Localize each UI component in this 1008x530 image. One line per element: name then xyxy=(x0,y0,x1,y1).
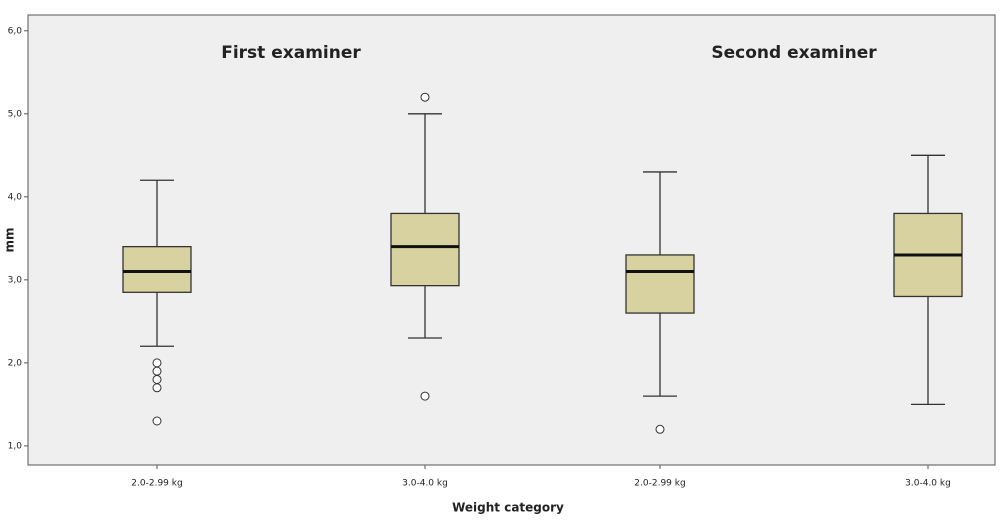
x-axis-label: Weight category xyxy=(452,501,564,515)
x-tick-label: 3.0-4.0 kg xyxy=(905,479,951,489)
x-tick-label: 2.0-2.99 kg xyxy=(634,479,685,489)
y-tick-label: 1,0 xyxy=(8,441,23,451)
annotation: First examiner xyxy=(221,43,361,63)
plot-area xyxy=(27,14,996,466)
box xyxy=(390,212,460,287)
x-tick-label: 3.0-4.0 kg xyxy=(402,479,448,489)
outlier xyxy=(152,366,162,376)
annotation: Second examiner xyxy=(711,43,877,63)
outlier xyxy=(152,383,162,393)
y-tick-label: 2,0 xyxy=(8,358,23,368)
y-tick-label: 5,0 xyxy=(8,109,23,119)
outlier xyxy=(420,92,430,102)
outlier xyxy=(152,416,162,426)
x-tick-label: 2.0-2.99 kg xyxy=(131,479,182,489)
y-axis-label: mm xyxy=(3,227,17,252)
y-tick-label: 6,0 xyxy=(8,26,23,36)
outlier xyxy=(420,391,430,401)
y-tick-label: 3,0 xyxy=(8,275,23,285)
box xyxy=(625,254,695,314)
outlier xyxy=(152,358,162,368)
box xyxy=(122,245,192,293)
outlier xyxy=(152,374,162,384)
outlier xyxy=(655,424,665,434)
y-tick-label: 4,0 xyxy=(8,192,23,202)
